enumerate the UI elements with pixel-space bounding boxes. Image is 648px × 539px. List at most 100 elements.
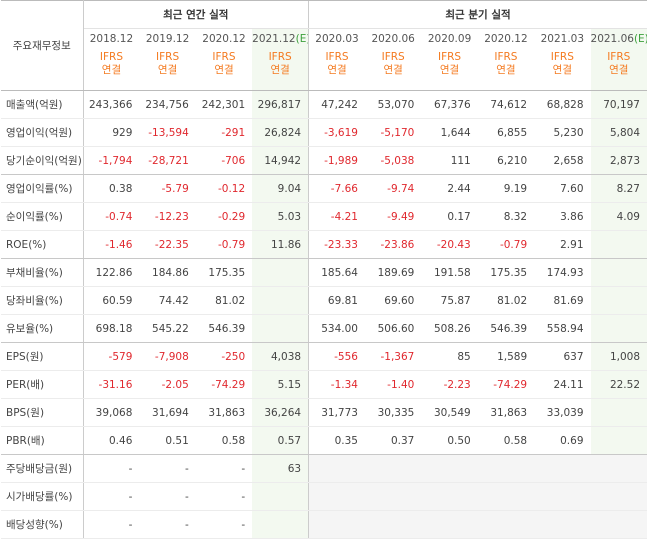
cell-value: 69.81: [308, 286, 365, 315]
data-row: 순이익률(%) -0.74 -12.23 -0.29 5.03 -4.21 -9.49 0.1…: [1, 202, 647, 231]
cell-value: 9.19: [477, 174, 535, 203]
data-row: 부채비율(%) 122.86 184.86 175.35 185.64 189.69 191…: [1, 258, 647, 287]
cell-value: 5,804: [590, 118, 647, 147]
period: 2021.03: [534, 29, 590, 50]
row-label: 당좌비율(%): [1, 286, 84, 315]
cell-value: -9.74: [364, 174, 422, 203]
cell-value: [534, 454, 591, 483]
table-header: 주요재무정보 최근 연간 실적 최근 분기 실적 2018.12 2019.12 2020…: [1, 0, 647, 91]
row-label: EPS(원): [1, 342, 84, 371]
cell-value: -74.29: [477, 370, 535, 399]
cell-value: 81.69: [534, 286, 591, 315]
cell-value: [364, 482, 422, 511]
cell-value: -: [83, 454, 140, 483]
cell-value: 111: [421, 146, 478, 175]
cell-value: 5,230: [534, 118, 591, 147]
cell-value: 546.39: [195, 314, 253, 343]
period: 2021.06(E): [590, 28, 647, 49]
period-text: 2020.12: [202, 33, 246, 45]
basis-text: IFRS: [268, 51, 292, 63]
cell-value: -0.79: [477, 230, 535, 259]
cell-value: 534.00: [308, 314, 365, 343]
cell-value: [534, 482, 591, 511]
period-text: 2018.12: [89, 33, 134, 45]
period: 2020.09: [421, 29, 477, 50]
cell-value: [590, 314, 647, 343]
cell-value: -: [83, 482, 140, 511]
basis: IFRS 연결: [364, 49, 422, 91]
basis-text: 연결: [157, 64, 178, 76]
cell-value: 234,756: [139, 90, 196, 119]
cell-value: -0.74: [83, 202, 140, 231]
cell-value: [252, 482, 309, 511]
cell-value: 0.51: [139, 426, 196, 455]
cell-value: -13,594: [139, 118, 196, 147]
cell-value: -22.35: [139, 230, 196, 259]
row-label: PBR(배): [1, 426, 84, 455]
cell-value: 24.11: [534, 370, 591, 399]
cell-value: 1,589: [477, 342, 535, 371]
row-label: 주당배당금(원): [1, 454, 84, 483]
basis: IFRS 연결: [83, 49, 140, 91]
data-row: 당좌비율(%) 60.59 74.42 81.02 69.81 69.60 75.87 81.…: [1, 286, 647, 315]
data-row: ROE(%) -1.46 -22.35 -0.79 11.86 -23.33 -23.86-…: [1, 230, 647, 259]
cell-value: -: [83, 510, 140, 539]
basis: IFRS 연결: [477, 49, 535, 91]
cell-value: 9.04: [252, 174, 309, 203]
row-label: 순이익률(%): [1, 202, 84, 231]
cell-value: 22.52: [590, 370, 647, 399]
basis: IFRS 연결: [139, 49, 196, 91]
cell-value: [364, 454, 422, 483]
period: 2020.06: [365, 29, 421, 50]
cell-value: [421, 482, 478, 511]
period: 2020.12: [196, 29, 252, 50]
header-row: 주요재무정보 최근 연간 실적 최근 분기 실적: [1, 0, 647, 91]
basis: IFRS 연결: [308, 49, 365, 91]
cell-value: 545.22: [139, 314, 196, 343]
corner-label: 주요재무정보: [1, 0, 84, 91]
cell-value: [308, 482, 365, 511]
cell-value: 75.87: [421, 286, 478, 315]
cell-value: [252, 510, 309, 539]
basis-text: IFRS: [325, 51, 349, 63]
cell-value: [590, 482, 647, 511]
row-label: 유보율(%): [1, 314, 84, 343]
cell-value: 0.58: [477, 426, 535, 455]
cell-value: 7.60: [534, 174, 591, 203]
cell-value: 184.86: [139, 258, 196, 287]
cell-value: -5,038: [364, 146, 422, 175]
cell-value: 174.93: [534, 258, 591, 287]
cell-value: 85: [421, 342, 478, 371]
cell-value: 11.86: [252, 230, 309, 259]
cell-value: -1,794: [83, 146, 140, 175]
basis-text: IFRS: [99, 51, 123, 63]
cell-value: 546.39: [477, 314, 535, 343]
row-label: PER(배): [1, 370, 84, 399]
cell-value: 637: [534, 342, 591, 371]
basis-text: IFRS: [156, 51, 180, 63]
cell-value: 0.69: [534, 426, 591, 455]
cell-value: -74.29: [195, 370, 253, 399]
cell-value: -: [195, 454, 253, 483]
cell-value: -291: [195, 118, 253, 147]
cell-value: -: [195, 510, 253, 539]
cell-value: 929: [83, 118, 140, 147]
cell-value: 698.18: [83, 314, 140, 343]
cell-value: 0.37: [364, 426, 422, 455]
row-label: ROE(%): [1, 230, 84, 259]
cell-value: 0.58: [195, 426, 253, 455]
cell-value: -: [195, 482, 253, 511]
cell-value: -706: [195, 146, 253, 175]
basis-text: IFRS: [607, 51, 631, 63]
cell-value: 33,039: [534, 398, 591, 427]
row-label: 부채비율(%): [1, 258, 84, 287]
row-label: 매출액(억원): [1, 90, 84, 119]
estimate-mark: (E): [633, 33, 647, 45]
cell-value: [421, 454, 478, 483]
period: 2021.12(E): [252, 28, 309, 49]
period: 2018.12: [83, 29, 139, 50]
cell-value: 0.46: [83, 426, 140, 455]
cell-value: 53,070: [364, 90, 422, 119]
cell-value: 47,242: [308, 90, 365, 119]
